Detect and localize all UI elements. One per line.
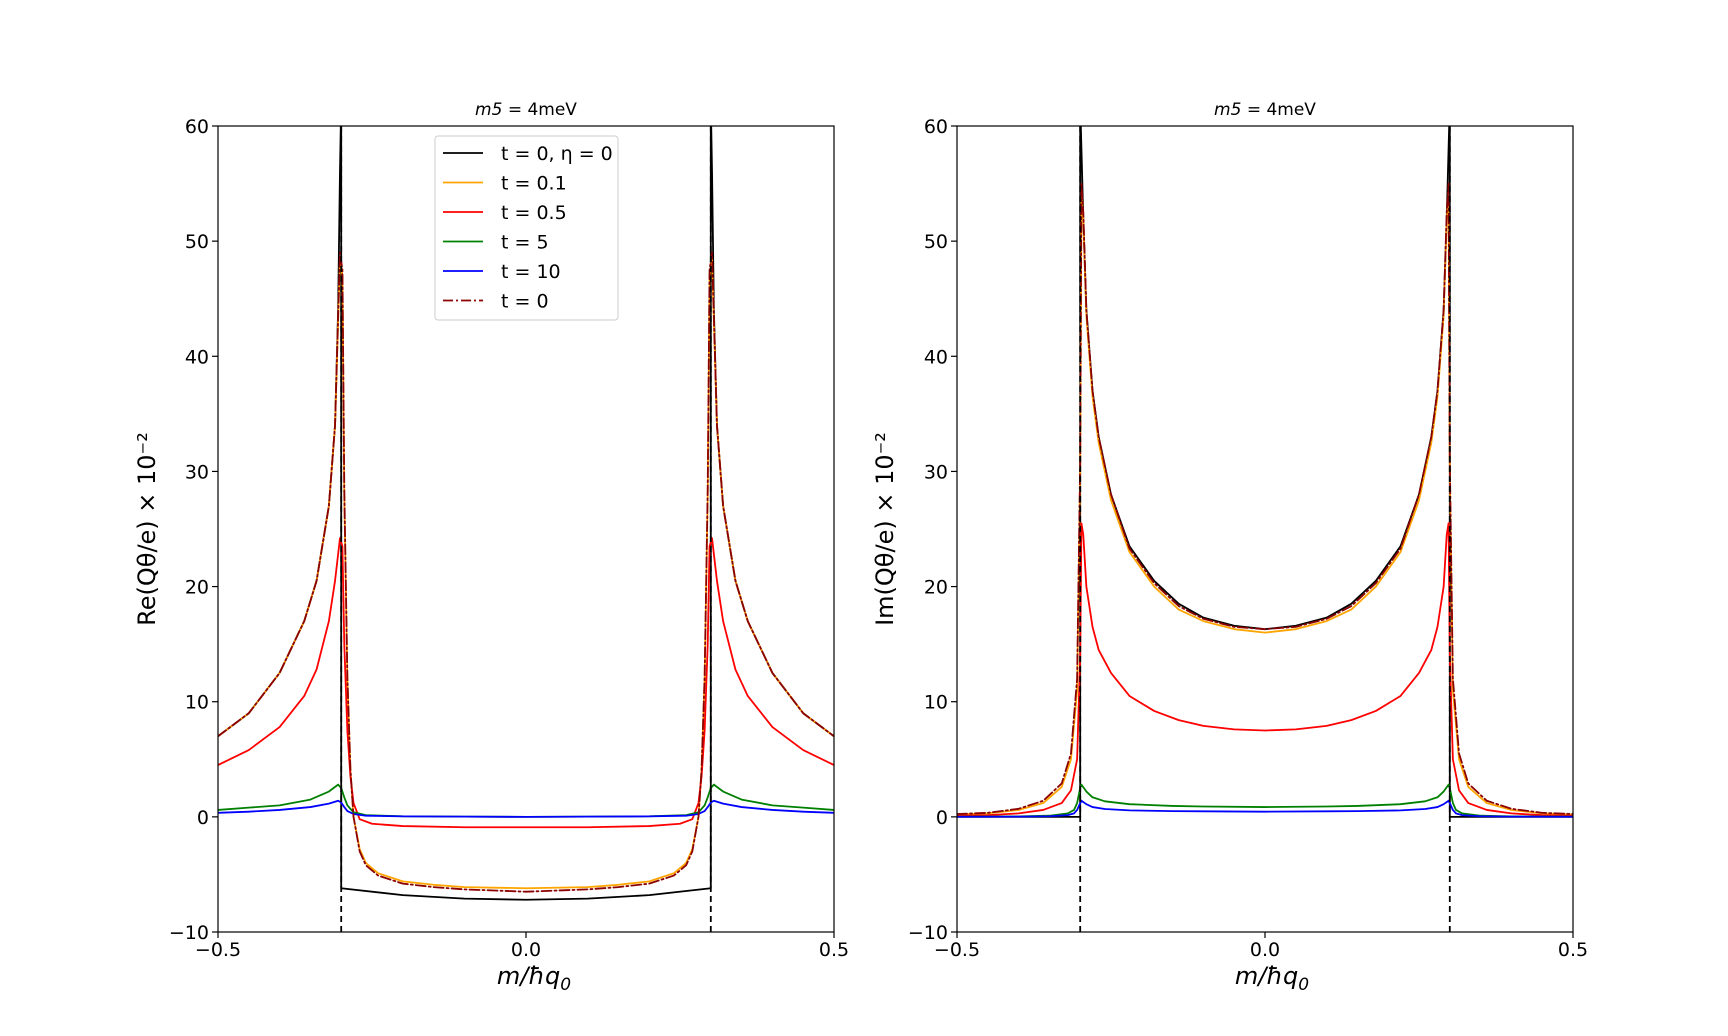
imag-x-axis-label: m/ħq0	[1235, 962, 1309, 995]
legend-label-4: t = 10	[501, 261, 561, 283]
real-series-line-1	[218, 257, 834, 890]
imag-ytick-label-0: −10	[908, 922, 948, 944]
imag-series-line-5	[957, 182, 1573, 815]
imag-series-line-4	[957, 799, 1573, 818]
imag-xtick-label-0: −0.5	[934, 939, 980, 961]
real-series-line-4	[218, 799, 834, 818]
imag-series-line-3	[957, 783, 1573, 818]
legend-label-1: t = 0.1	[501, 173, 567, 195]
real-ytick-label-7: 60	[185, 116, 209, 138]
real-xtick-label-0: −0.5	[195, 939, 241, 961]
real-series-line-3	[218, 783, 834, 818]
imag-ytick-label-6: 50	[924, 231, 948, 253]
real-ytick-label-6: 50	[185, 231, 209, 253]
real-part-plot: −10 0 10 20 30 40 50 60 −0.5 0.0 0.5 m5 = 4meV m/ħ…	[133, 100, 849, 995]
legend-label-2: t = 0.5	[501, 202, 567, 224]
imag-vlines	[1079, 126, 1451, 932]
imag-series-line-1	[957, 194, 1573, 816]
imag-ytick-label-2: 10	[924, 692, 948, 714]
imag-ytick-label-4: 30	[924, 461, 948, 483]
imag-y-axis-label: Im(Qθ/e) × 10⁻²	[871, 432, 899, 626]
real-ytick-label-4: 30	[185, 461, 209, 483]
imag-series-layer	[957, 126, 1573, 818]
real-ytick-label-1: 0	[197, 807, 209, 829]
imag-xtick-label-1: 0.0	[1250, 939, 1280, 961]
imag-ytick-label-1: 0	[936, 807, 948, 829]
real-series-line-2	[218, 537, 834, 829]
imag-series-line-0	[957, 126, 1573, 818]
real-ytick-label-5: 40	[185, 346, 209, 368]
legend-entries: t = 0, η = 0 t = 0.1 t = 0.5 t = 5 t = 10 t =…	[443, 143, 613, 313]
real-xtick-label-1: 0.0	[511, 939, 541, 961]
real-xtick-label-2: 0.5	[819, 939, 849, 961]
real-series-line-5	[218, 251, 834, 893]
real-ytick-label-0: −10	[169, 922, 209, 944]
real-series-layer	[218, 126, 834, 901]
imag-ticks: −10 0 10 20 30 40 50 60 −0.5 0.0 0.5	[908, 116, 1588, 961]
real-ytick-label-2: 10	[185, 692, 209, 714]
real-ticks: −10 0 10 20 30 40 50 60 −0.5 0.0 0.5	[169, 116, 849, 961]
imaginary-part-plot: −10 0 10 20 30 40 50 60 −0.5 0.0 0.5 m5 = 4meV m/ħ…	[871, 100, 1588, 995]
real-vlines	[340, 126, 712, 932]
legend-label-0: t = 0, η = 0	[501, 143, 613, 165]
real-y-axis-label: Re(Qθ/e) × 10⁻²	[133, 432, 161, 626]
imag-ytick-label-5: 40	[924, 346, 948, 368]
legend: t = 0, η = 0 t = 0.1 t = 0.5 t = 5 t = 10 t =…	[434, 135, 619, 321]
real-plot-title: m5 = 4meV	[475, 100, 577, 120]
imag-ytick-label-3: 20	[924, 577, 948, 599]
real-ytick-label-3: 20	[185, 577, 209, 599]
legend-label-3: t = 5	[501, 232, 549, 254]
imag-xtick-label-2: 0.5	[1558, 939, 1588, 961]
real-x-axis-label: m/ħq0	[497, 962, 571, 995]
legend-label-5: t = 0	[501, 291, 549, 313]
imag-ytick-label-7: 60	[924, 116, 948, 138]
imag-series-line-2	[957, 522, 1573, 817]
imag-plot-title: m5 = 4meV	[1214, 100, 1316, 120]
